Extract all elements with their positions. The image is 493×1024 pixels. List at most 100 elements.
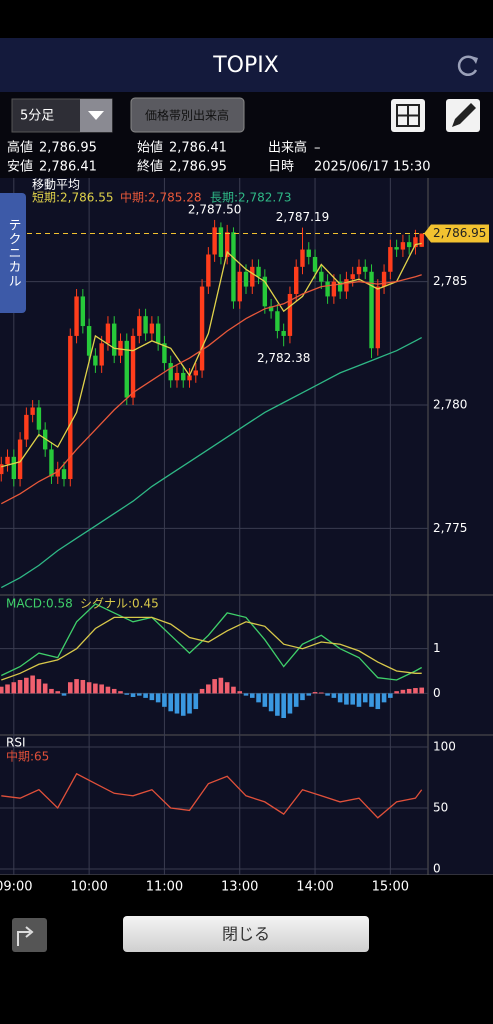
layout-icon[interactable] [391, 99, 425, 132]
close-button-label: 閉じる [222, 925, 270, 944]
macd-histogram-bar [312, 692, 318, 694]
candle-body [86, 326, 92, 356]
candle-body [388, 247, 393, 272]
candle-body [325, 281, 330, 297]
candle-body [294, 266, 299, 294]
candle-body [112, 323, 117, 356]
macd-histogram-bar [325, 693, 330, 696]
candle-body [42, 429, 48, 450]
draw-icon[interactable] [446, 99, 480, 132]
refresh-icon[interactable] [457, 55, 478, 76]
macd-histogram-bar [162, 693, 167, 707]
candle-body [93, 355, 98, 366]
interval-dropdown[interactable]: 5分足 [11, 98, 113, 133]
close-button-box [123, 916, 369, 952]
candle-body [0, 464, 4, 475]
macd-histogram-bar [17, 679, 23, 694]
macd-histogram-bar [243, 693, 249, 696]
macd-histogram-bar [275, 693, 280, 716]
candle-body [306, 249, 311, 257]
macd-histogram-bar [124, 693, 130, 695]
macd-histogram-bar [55, 691, 61, 694]
candle-body [231, 232, 236, 302]
candle-body [262, 276, 268, 307]
macd-histogram-bar [300, 693, 305, 701]
candle-body [369, 271, 374, 349]
candle-body [162, 343, 167, 364]
candle-body [30, 407, 35, 415]
close-button[interactable]: 閉じる [123, 916, 369, 952]
legend-entry: 短期:2,786.55 [32, 191, 113, 205]
y-tick-label: 1 [433, 641, 441, 655]
volume-button-box [130, 97, 245, 133]
info-value: 2025/06/17 15:30 [314, 160, 431, 175]
panel-title: RSI [6, 736, 26, 750]
candle-body [206, 254, 211, 287]
candle-body [312, 256, 318, 272]
macd-histogram-bar [206, 684, 211, 694]
macd-histogram-bar [249, 693, 255, 698]
macd-histogram-bar [86, 682, 92, 694]
info-panel: 高値 2,786.95 始値 2,786.41 出来高 – 安値 2,786.41 終値 2,78… [7, 140, 431, 175]
macd-histogram-bar [375, 693, 381, 710]
plot: 2,785 2,780 2,775 09:00 10:00 11:00 13:00 14:00… [0, 178, 489, 895]
macd-histogram-bar [237, 691, 243, 694]
macd-histogram-bar [80, 679, 86, 694]
y-tick-label: 2,780 [433, 398, 467, 412]
macd-histogram-bar [11, 682, 17, 694]
info-label: 終値 [137, 159, 163, 175]
x-tick-label: 11:00 [146, 880, 183, 895]
candle-body [237, 271, 242, 302]
macd-histogram-bar [362, 693, 368, 703]
last-price-label: 2,786.95 [433, 226, 486, 240]
x-tick-label: 13:00 [221, 880, 258, 895]
macd-histogram-bar [30, 675, 35, 694]
macd-histogram-bar [356, 693, 362, 707]
candle-body [193, 370, 199, 376]
macd-histogram-bar [193, 693, 199, 710]
candle-body [17, 439, 23, 480]
macd-histogram-bar [369, 693, 374, 707]
x-tick-label: 15:00 [372, 880, 409, 895]
macd-histogram-bar [218, 677, 224, 694]
candle-body [268, 306, 274, 312]
volume-button[interactable]: 価格帯別出来高 [130, 97, 245, 133]
legend-entry: シグナル:0.45 [80, 597, 159, 611]
macd-histogram-bar [137, 693, 142, 696]
legend-entry: 中期:65 [6, 749, 49, 764]
macd-histogram-bar [118, 691, 123, 694]
macd-histogram-bar [99, 684, 104, 694]
candle-body [319, 271, 324, 282]
candle-body [287, 293, 293, 336]
candle-body [199, 286, 205, 371]
macd-histogram-bar [61, 693, 67, 696]
candle-body [281, 330, 286, 336]
candle-body [143, 316, 148, 334]
macd-histogram-bar [224, 682, 230, 694]
volume-button-label: 価格帯別出来高 [145, 108, 229, 123]
side-tab[interactable]: テクニカル [0, 193, 26, 313]
macd-histogram-bar [180, 693, 186, 716]
interval-label: 5分足 [20, 109, 54, 124]
macd-histogram-bar [256, 693, 261, 703]
y-tick-label: 50 [433, 800, 448, 814]
macd-histogram-bar [344, 693, 349, 705]
line-series [0, 274, 422, 505]
candle-body [406, 242, 412, 248]
candle-body [187, 375, 192, 381]
candle-body [137, 316, 142, 336]
candle-body [80, 296, 86, 327]
macd-histogram-bar [130, 693, 136, 697]
candle-body [11, 456, 17, 480]
macd-histogram-bar [287, 693, 293, 714]
candle-body [105, 323, 111, 344]
macd-histogram-bar [24, 677, 29, 694]
candle-body [174, 372, 180, 381]
chart-background [0, 178, 493, 875]
macd-histogram-bar [36, 679, 42, 694]
info-value: 2,786.41 [169, 141, 227, 156]
back-icon[interactable] [12, 918, 47, 952]
candle-body [375, 286, 380, 349]
